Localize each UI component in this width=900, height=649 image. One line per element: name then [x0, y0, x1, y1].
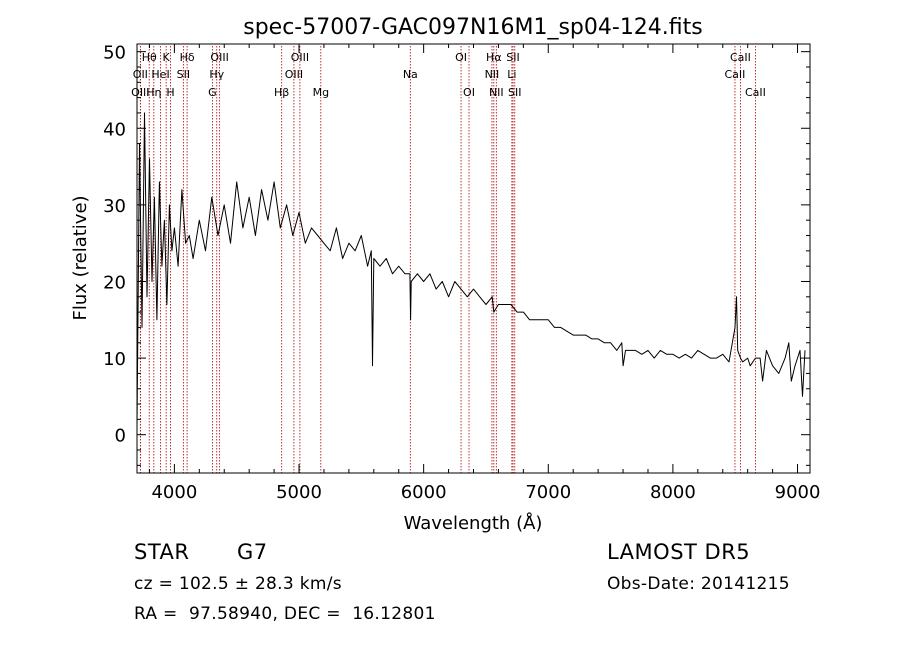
spectral-line-label: SII [177, 68, 190, 81]
x-tick-label: 8000 [650, 482, 696, 503]
spectral-line-label: HeI [151, 68, 169, 81]
plot-frame [136, 43, 811, 474]
spectral-line-label: Hθ [142, 51, 157, 64]
spectral-line-label: SII [506, 51, 519, 64]
y-tick-label: 20 [103, 272, 126, 293]
spectral-line-label: H [166, 86, 174, 99]
spectral-line-label: Mg [313, 86, 329, 99]
spectral-line-label: OIII [285, 68, 303, 81]
x-tick-label: 4000 [151, 482, 197, 503]
object-class: STAR [134, 540, 190, 564]
survey-name: LAMOST DR5 [607, 540, 751, 564]
spectral-line-label: OI [455, 51, 467, 64]
spectral-line-label: OIII [131, 86, 149, 99]
chart-title: spec-57007-GAC097N16M1_sp04-124.fits [243, 15, 703, 40]
spectral-line-label: CaII [725, 68, 746, 81]
spectral-line-label: Hβ [274, 86, 289, 99]
spectral-line-label: OIII [291, 51, 309, 64]
spectral-line-label: Hα [486, 51, 502, 64]
y-axis-label: Flux (relative) [70, 195, 91, 320]
y-tick-label: 30 [103, 196, 126, 217]
x-axis-label: Wavelength (Å) [404, 512, 543, 534]
spectral-line-label: OIII [210, 51, 228, 64]
y-tick-label: 0 [115, 426, 126, 447]
spectral-line-label: OI [463, 86, 475, 99]
spectral-line-label: Na [403, 68, 418, 81]
spectral-line-label: Hγ [209, 68, 224, 81]
observation-date: Obs-Date: 20141215 [607, 574, 790, 594]
x-tick-label: 6000 [401, 482, 447, 503]
x-tick-label: 9000 [775, 482, 821, 503]
spectral-line-label: K [163, 51, 171, 64]
spectral-line-label: Hη [146, 86, 161, 99]
spectral-line-label: NII [485, 68, 500, 81]
x-tick-label: 5000 [276, 482, 322, 503]
spectrum-series-line [136, 112, 806, 428]
spectral-line-label: OII [133, 68, 148, 81]
spectral-line-label: CaII [730, 51, 751, 64]
y-tick-label: 10 [103, 349, 126, 370]
spectral-line-label: Hδ [180, 51, 195, 64]
y-tick-label: 50 [103, 43, 126, 64]
spectral-line-label: Li [507, 68, 516, 81]
spectral-line-label: SII [508, 86, 521, 99]
spectral-line-label: CaII [745, 86, 766, 99]
spectral-line-label: G [208, 86, 217, 99]
sky-coordinates: RA = 97.58940, DEC = 16.12801 [134, 604, 436, 624]
x-tick-label: 7000 [525, 482, 571, 503]
y-tick-label: 40 [103, 119, 126, 140]
redshift-velocity: cz = 102.5 ± 28.3 km/s [134, 574, 342, 594]
object-subclass: G7 [237, 540, 268, 564]
spectral-line-label: NII [489, 86, 504, 99]
